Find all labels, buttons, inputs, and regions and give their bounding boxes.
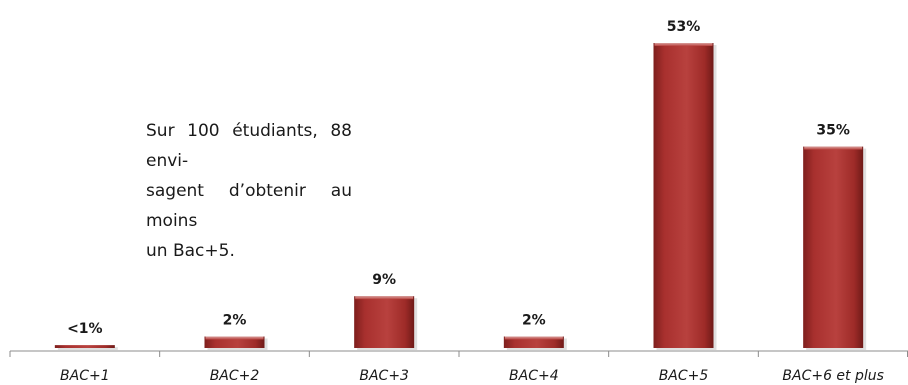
annotation-line-3: un Bac+5. xyxy=(146,241,235,261)
x-tick-label: BAC+2 xyxy=(210,368,260,384)
bar xyxy=(354,296,415,348)
bar-bac-3 xyxy=(354,296,418,350)
annotation-line-1: Sur 100 étudiants, 88 envi- xyxy=(146,121,352,171)
bar-bac-2 xyxy=(204,336,268,350)
data-label: 53% xyxy=(667,19,701,35)
data-label: 2% xyxy=(223,312,247,328)
annotation-line-2: sagent d’obtenir au moins xyxy=(146,181,352,231)
bar-bac-4 xyxy=(503,336,567,350)
data-label: 35% xyxy=(816,123,850,139)
bar-bac-1 xyxy=(54,345,118,350)
bar-highlight xyxy=(654,43,713,46)
bar-highlight xyxy=(205,336,264,340)
data-label: 2% xyxy=(522,312,546,328)
bar-highlight xyxy=(804,146,863,150)
bar-bac-6-et-plus xyxy=(803,146,867,350)
x-tick-label: BAC+5 xyxy=(659,368,709,384)
bar-bac-5 xyxy=(653,43,717,350)
bar xyxy=(204,336,265,348)
bar-shadow xyxy=(57,347,118,350)
x-tick-label: BAC+6 et plus xyxy=(782,368,884,384)
bar xyxy=(653,43,714,348)
bar xyxy=(803,146,864,348)
bar xyxy=(54,345,115,348)
annotation-text: Sur 100 étudiants, 88 envi- sagent d’obt… xyxy=(146,116,352,266)
bar-highlight xyxy=(504,336,563,340)
data-labels-layer: <1% 2% 9% 2% 53% 35% xyxy=(67,19,850,337)
bar xyxy=(503,336,564,348)
data-label: 9% xyxy=(372,272,396,288)
x-axis-labels-layer: BAC+1 BAC+2 BAC+3 BAC+4 BAC+5 BAC+6 et plus xyxy=(60,368,884,384)
x-tick-label: BAC+4 xyxy=(509,368,559,384)
x-axis-ticks xyxy=(9,351,908,357)
bars-layer xyxy=(54,43,867,350)
data-label: <1% xyxy=(67,321,103,337)
x-tick-label: BAC+3 xyxy=(359,368,409,384)
bar-highlight xyxy=(355,296,414,300)
x-tick-label: BAC+1 xyxy=(60,368,110,384)
